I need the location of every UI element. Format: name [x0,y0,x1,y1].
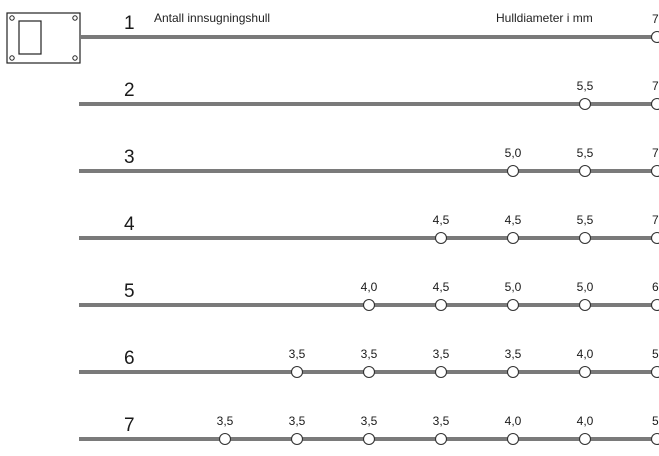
suction-hole [434,298,448,312]
suction-hole [362,365,376,379]
pipe-row-1: 1 7, [80,12,659,44]
suction-hole [434,231,448,245]
suction-hole [578,365,592,379]
hole-diameter-label: 5, [652,347,659,361]
suction-hole [578,231,592,245]
suction-hole [362,298,376,312]
suction-hole [506,432,520,446]
hole-diameter-label: 3,5 [289,347,306,361]
suction-hole [650,365,659,379]
hole-diameter-label: 5,0 [577,280,594,294]
row-number: 2 [124,80,135,101]
row-number: 5 [124,281,135,302]
hole-diameter-label: 5,5 [577,213,594,227]
suction-hole [650,432,659,446]
hole-diameter-label: 4,5 [433,213,450,227]
pipe-row-6: 6 3,5 3,5 3,5 3,5 4,0 5, [79,347,659,379]
hole-diameter-label: 5,5 [577,146,594,160]
hole-diameter-label: 3,5 [289,414,306,428]
hole-diameter-label: 7, [652,213,659,227]
hole-diameter-label: 4,5 [505,213,522,227]
count-label: Antall innsugningshull [154,11,270,25]
hole-diameter-label: 5,0 [505,146,522,160]
suction-hole [290,365,304,379]
suction-hole [578,432,592,446]
suction-hole [578,164,592,178]
suction-hole [506,164,520,178]
suction-hole [434,365,448,379]
hole-diameter-label: 4,0 [577,414,594,428]
row-number: 3 [124,147,135,168]
hole-diameter-label: 7, [652,79,659,93]
suction-hole [290,432,304,446]
pipe-rows: 1 7, 2 5,5 7, 3 5,0 5,5 7, 4 4,5 4,5 5,5 7, 5 4,0 4,5 5,0… [79,12,659,446]
suction-hole [650,97,659,111]
suction-hole [506,298,520,312]
pipe-row-5: 5 4,0 4,5 5,0 5,0 6, [79,280,659,312]
hole-diameter-label: 6, [652,280,659,294]
row-number: 4 [124,214,135,235]
suction-hole [578,97,592,111]
suction-hole [650,164,659,178]
hole-diameter-label: 3,5 [505,347,522,361]
suction-hole [362,432,376,446]
row-number: 7 [124,415,135,436]
suction-hole [650,30,659,44]
diameter-label: Hulldiameter i mm [496,11,593,25]
row-number: 6 [124,348,135,369]
hole-diameter-label: 3,5 [433,347,450,361]
hole-diameter-label: 5, [652,414,659,428]
pipe-row-3: 3 5,0 5,5 7, [79,146,659,178]
pipe-row-7: 7 3,5 3,5 3,5 3,5 4,0 4,0 5, [79,414,659,446]
hole-diameter-label: 4,0 [505,414,522,428]
hole-diameter-label: 5,5 [577,79,594,93]
suction-hole [218,432,232,446]
hole-diameter-label: 7, [652,12,659,26]
hole-diameter-label: 4,5 [433,280,450,294]
suction-hole [506,231,520,245]
hole-diameter-label: 3,5 [217,414,234,428]
suction-hole [578,298,592,312]
row-number: 1 [124,13,135,34]
pipe-row-4: 4 4,5 4,5 5,5 7, [79,213,659,245]
hole-diameter-label: 4,0 [361,280,378,294]
suction-hole [650,231,659,245]
hole-diameter-label: 3,5 [361,414,378,428]
suction-hole [650,298,659,312]
hole-diameter-label: 3,5 [433,414,450,428]
junction-box-icon [6,12,81,64]
hole-diameter-label: 7, [652,146,659,160]
hole-diameter-label: 5,0 [505,280,522,294]
hole-diameter-label: 3,5 [361,347,378,361]
suction-hole [434,432,448,446]
hole-diameter-label: 4,0 [577,347,594,361]
pipe-row-2: 2 5,5 7, [79,79,659,111]
suction-hole [506,365,520,379]
